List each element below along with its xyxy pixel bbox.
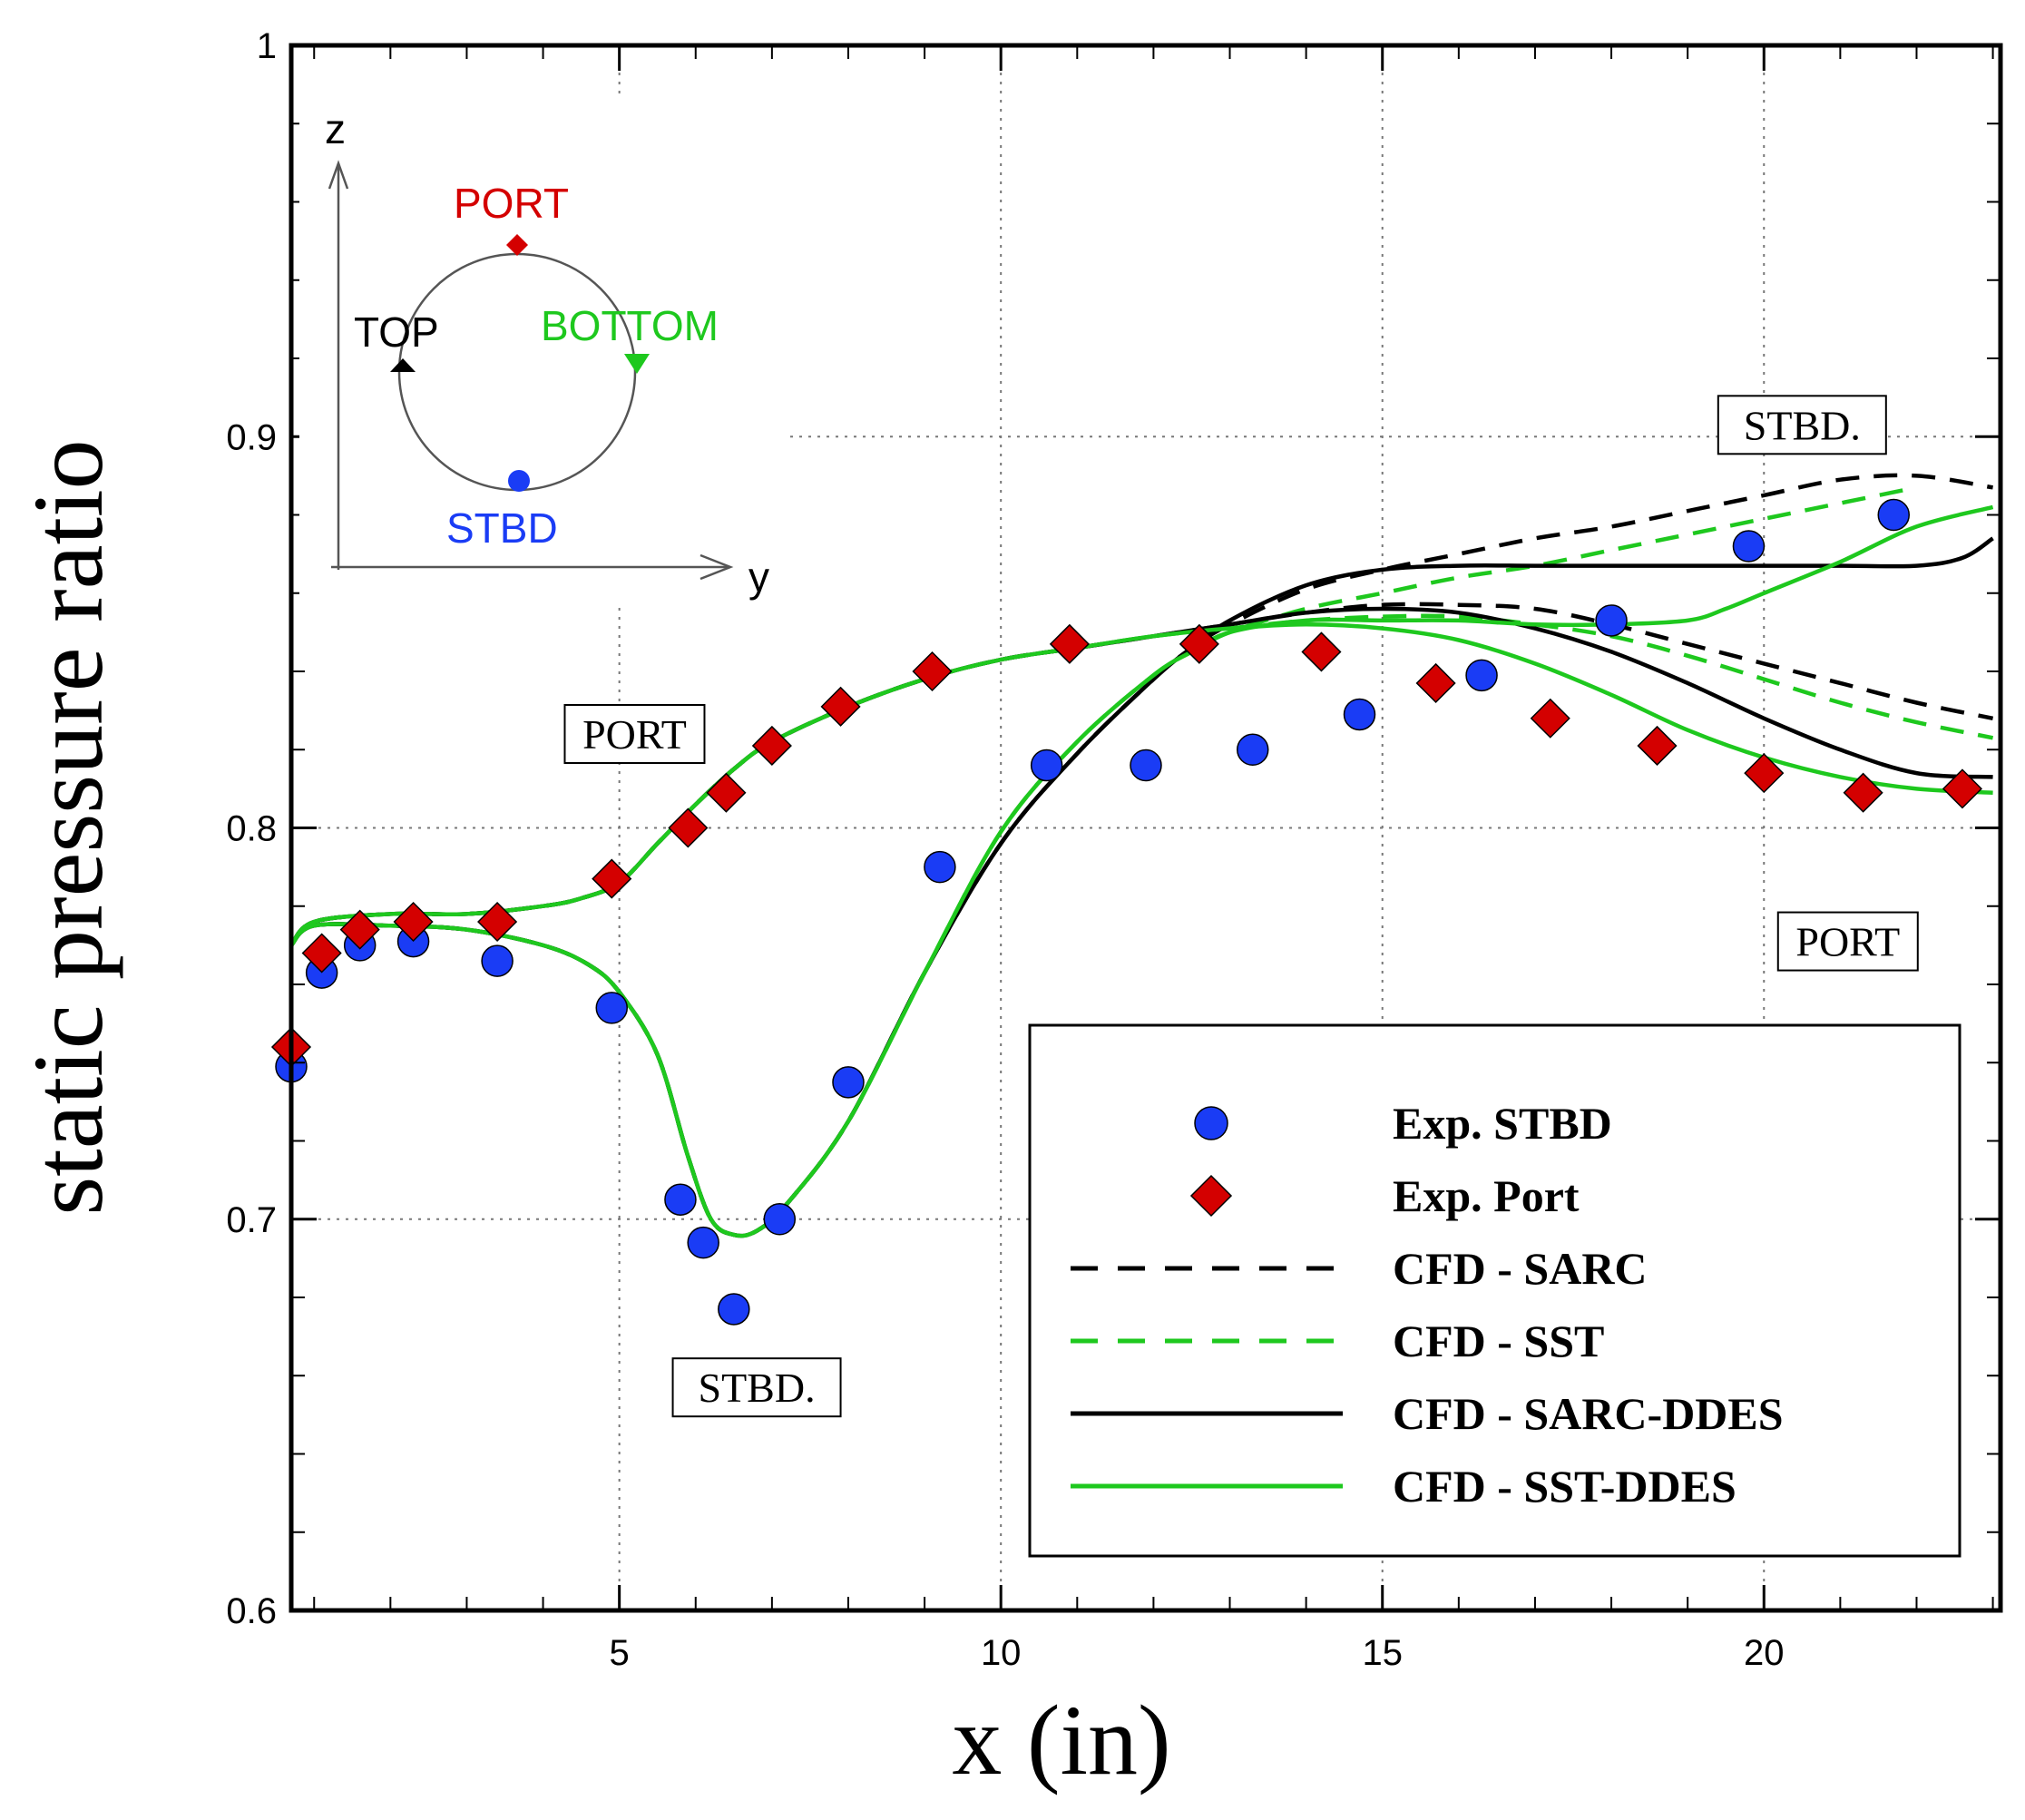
- exp-stbd-point: [718, 1293, 750, 1326]
- exp-stbd-point: [1732, 530, 1766, 563]
- exp-port-point: [706, 772, 747, 813]
- exp-markers: [270, 498, 1983, 1326]
- exp-stbd-point: [1237, 733, 1269, 766]
- annotation-label-3: PORT: [1795, 919, 1900, 965]
- legend-label-5: CFD - SST-DDES: [1393, 1461, 1736, 1512]
- exp-port-point: [1179, 623, 1219, 664]
- y-tick-label: 0.7: [226, 1200, 277, 1240]
- inset-stbd-label: STBD: [446, 504, 558, 552]
- exp-stbd-point: [924, 850, 956, 884]
- cfd-curves: [289, 473, 1994, 1238]
- inset-y-label: y: [748, 553, 769, 601]
- exp-port-point: [477, 901, 518, 943]
- legend-label-0: Exp. STBD: [1393, 1098, 1612, 1149]
- exp-stbd-point: [1465, 659, 1498, 692]
- legend-label-3: CFD - SST: [1393, 1316, 1604, 1366]
- legend-stbd-symbol-icon: [1194, 1106, 1228, 1140]
- legend-box: [1028, 1023, 1961, 1558]
- y-axis-title: static pressure ratio: [13, 439, 123, 1215]
- annotation-label-2: STBD.: [1744, 402, 1861, 448]
- x-axis-title: x (in): [952, 1685, 1170, 1796]
- exp-port-point: [1942, 768, 1983, 809]
- inset-port-label: PORT: [454, 180, 569, 227]
- exp-stbd-point: [664, 1183, 697, 1216]
- annotation-label-1: STBD.: [699, 1365, 816, 1411]
- exp-stbd-point: [687, 1226, 719, 1259]
- exp-stbd-point: [595, 992, 628, 1024]
- exp-stbd-point: [763, 1203, 797, 1236]
- inset-z-label: z: [325, 105, 346, 152]
- exp-port-point: [1843, 772, 1883, 813]
- exp-stbd-point: [1877, 498, 1910, 532]
- legend-label-1: Exp. Port: [1393, 1170, 1580, 1221]
- legend-label-2: CFD - SARC: [1393, 1243, 1648, 1294]
- inset-bottom-label: BOTTOM: [541, 302, 719, 349]
- y-tick-label: 0.8: [226, 809, 277, 849]
- annotation-box-1: [671, 1357, 842, 1418]
- x-tick-label: 20: [1744, 1633, 1785, 1673]
- inset-y-arrow-icon: [699, 553, 734, 581]
- exp-stbd-point: [1343, 698, 1376, 731]
- annotation-box-3: [1776, 911, 1919, 972]
- inset-stbd-marker: [508, 470, 530, 492]
- exp-port-point: [393, 901, 434, 943]
- inset-bottom-marker-icon: [624, 354, 650, 374]
- exp-port-point: [301, 933, 342, 974]
- series-cfd-sst-ddes-curve-0: [289, 504, 1994, 1238]
- x-tick-label: 5: [610, 1633, 630, 1673]
- exp-port-point: [592, 858, 632, 899]
- inset-port-marker: [506, 234, 528, 256]
- inset-top-marker-icon: [390, 358, 416, 372]
- exp-port-point: [1049, 623, 1090, 664]
- exp-stbd-point: [481, 944, 514, 977]
- exp-port-point: [668, 807, 709, 848]
- inset-top-label: TOP: [354, 308, 439, 356]
- exp-port-point: [1744, 753, 1785, 794]
- inset-z-arrow-icon: [328, 160, 349, 190]
- exp-stbd-point: [832, 1066, 865, 1099]
- exp-port-point: [339, 909, 380, 950]
- annotation-box-0: [563, 704, 706, 764]
- annotation-box-2: [1717, 395, 1887, 455]
- annotations: PORT STBD. STBD. PORT: [563, 395, 1919, 1418]
- y-tick-label: 0.6: [226, 1591, 277, 1631]
- exp-port-point: [1301, 631, 1342, 672]
- annotation-label-0: PORT: [582, 711, 687, 758]
- exp-port-point: [1637, 725, 1678, 766]
- x-tick-label: 15: [1362, 1633, 1403, 1673]
- inset-background: [299, 95, 789, 603]
- exp-port-point: [1415, 662, 1456, 703]
- axis-ticks: 0.60.70.80.915 10 15 20: [226, 26, 2001, 1673]
- y-tick-label: 1: [257, 26, 277, 66]
- y-tick-label: 0.9: [226, 417, 277, 457]
- legend-port-symbol-icon: [1189, 1174, 1233, 1218]
- exp-port-point: [820, 686, 861, 727]
- orientation-inset: z y PORT TOP BOTTOM STBD: [299, 95, 789, 603]
- legend-label-4: CFD - SARC-DDES: [1393, 1388, 1784, 1439]
- exp-port-point: [912, 651, 953, 692]
- x-tick-label: 10: [981, 1633, 1022, 1673]
- exp-stbd-point: [1030, 749, 1063, 782]
- exp-stbd-point: [1130, 749, 1162, 782]
- legend: Exp. STBD Exp. Port CFD - SARC CFD - SST CFD…: [1028, 1023, 1961, 1558]
- series-cfd-sst-ddes-curve-1: [289, 622, 1993, 947]
- exp-stbd-point: [1595, 604, 1628, 637]
- exp-port-point: [751, 725, 792, 766]
- exp-port-point: [1530, 698, 1570, 739]
